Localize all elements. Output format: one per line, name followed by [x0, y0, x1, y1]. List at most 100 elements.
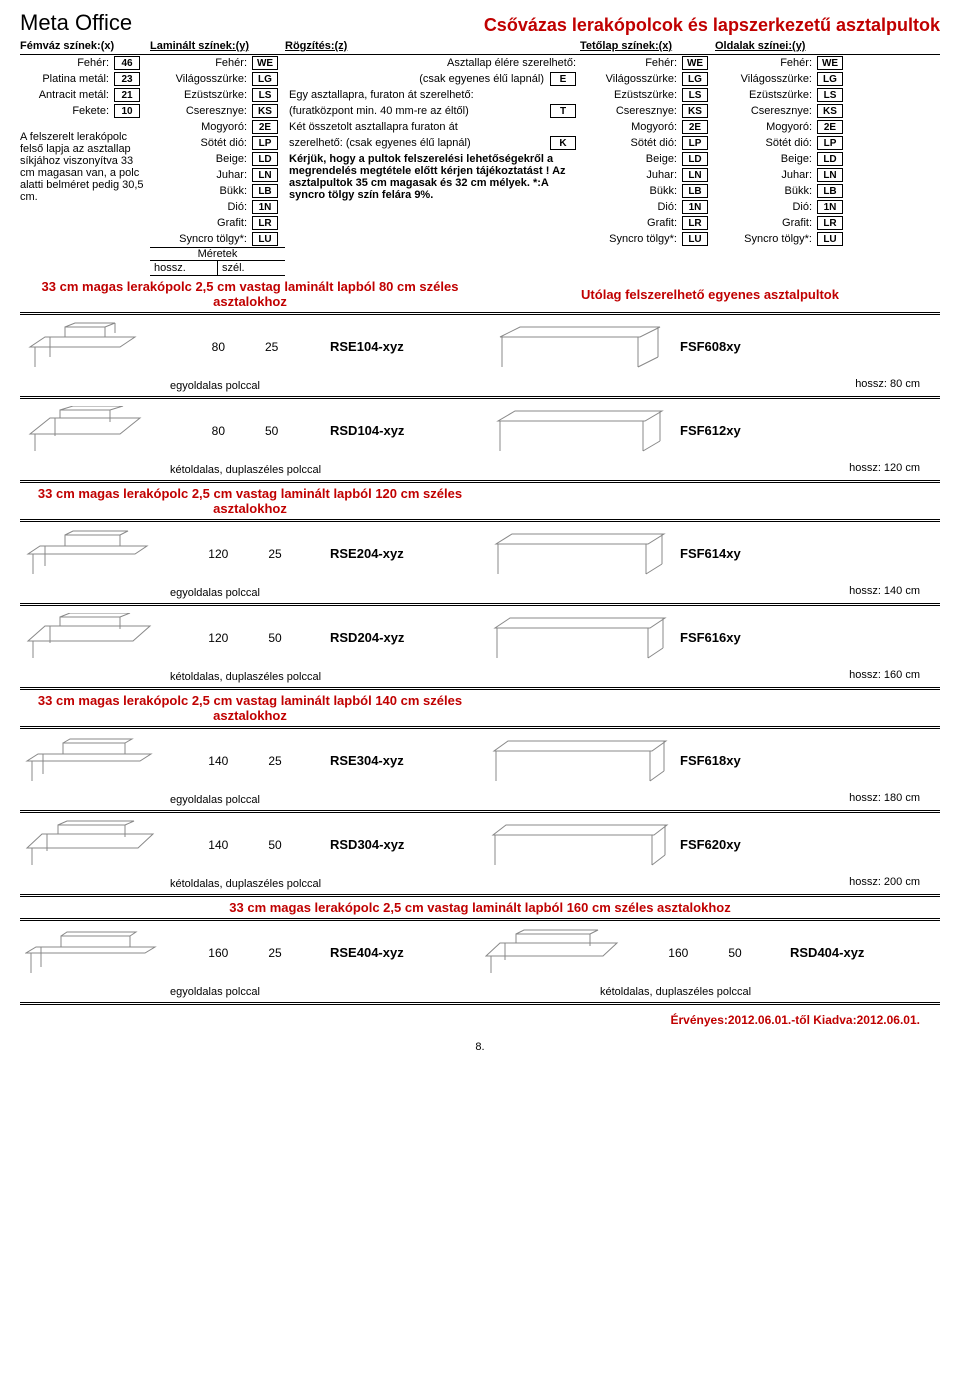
c5-l8: Bükk:: [715, 185, 815, 197]
desk-icon: [480, 319, 680, 374]
p2-d: 50: [265, 424, 278, 438]
p7a-code: RSE404-xyz: [320, 945, 480, 960]
c4-l3: Cseresznye:: [580, 105, 680, 117]
c5-c8: LB: [817, 184, 843, 198]
c4-c11: LU: [682, 232, 708, 246]
p1-rdesc: hossz: 80 cm: [480, 378, 940, 390]
p4-d: 50: [268, 631, 281, 645]
p4-rcode: FSF616xy: [680, 630, 741, 645]
c4-l11: Syncro tölgy*:: [580, 233, 680, 245]
p5-desc: egyoldalas polccal: [20, 792, 480, 810]
c5-l6: Beige:: [715, 153, 815, 165]
meret-label: Méretek: [150, 247, 285, 260]
hdr-col1: Fémváz színek:(x): [20, 38, 150, 54]
p5-w: 140: [208, 754, 228, 768]
c1-l2: Antracit metál:: [20, 89, 112, 101]
c1-c3: 10: [114, 104, 140, 118]
c3-l5: Két összetolt asztallapra furaton át: [289, 121, 458, 133]
p7a-w: 160: [208, 946, 228, 960]
c4-l9: Dió:: [580, 201, 680, 213]
c5-l11: Syncro tölgy*:: [715, 233, 815, 245]
p6-code: RSD304-xyz: [320, 837, 480, 852]
p6-d: 50: [268, 838, 281, 852]
c2-c1: LG: [252, 72, 278, 86]
c4-l2: Ezüstszürke:: [580, 89, 680, 101]
desk-icon: [480, 817, 680, 872]
c5-c5: LP: [817, 136, 843, 150]
c5-l0: Fehér:: [715, 57, 815, 69]
c4-c8: LB: [682, 184, 708, 198]
c5-c2: LS: [817, 88, 843, 102]
p3-w: 120: [208, 547, 228, 561]
c1-l0: Fehér:: [20, 57, 112, 69]
p4-rdesc: hossz: 160 cm: [480, 669, 940, 681]
shelf-icon: [20, 817, 170, 872]
p7b-w: 160: [668, 946, 688, 960]
p3-code: RSE204-xyz: [320, 546, 480, 561]
shelf-icon: [20, 403, 170, 458]
p5-d: 25: [268, 754, 281, 768]
hdr-col3: Rögzítés:(z): [285, 38, 580, 54]
p1-d: 25: [265, 340, 278, 354]
c4-c1: LG: [682, 72, 708, 86]
c3-l2: (csak egyenes élű lapnál): [289, 73, 548, 85]
meret-w: szél.: [217, 261, 285, 275]
c4-l0: Fehér:: [580, 57, 680, 69]
shelf-icon: [20, 925, 170, 980]
p5-rdesc: hossz: 180 cm: [480, 792, 940, 804]
c1-c1: 23: [114, 72, 140, 86]
p5-code: RSE304-xyz: [320, 753, 480, 768]
c3-l1: Asztallap élére szerelhető:: [447, 57, 576, 69]
hdr-col5: Oldalak színei:(y): [715, 38, 850, 54]
c4-l4: Mogyoró:: [580, 121, 680, 133]
c4-c3: KS: [682, 104, 708, 118]
c5-c4: 2E: [817, 120, 843, 134]
c2-l4: Mogyoró:: [150, 121, 250, 133]
c5-l10: Grafit:: [715, 217, 815, 229]
c2-c3: KS: [252, 104, 278, 118]
c2-l5: Sötét dió:: [150, 137, 250, 149]
c2-c9: 1N: [252, 200, 278, 214]
c2-l1: Világosszürke:: [150, 73, 250, 85]
p6-desc: kétoldalas, duplaszéles polccal: [20, 876, 480, 894]
p2-code: RSD104-xyz: [320, 423, 480, 438]
desk-icon: [480, 526, 680, 581]
section-3-title: 33 cm magas lerakópolc 2,5 cm vastag lam…: [20, 690, 480, 726]
hdr-col2: Laminált színek:(y): [150, 38, 285, 54]
c5-c1: LG: [817, 72, 843, 86]
p7a-desc: egyoldalas polccal: [20, 984, 480, 1002]
p1-code: RSE104-xyz: [320, 339, 480, 354]
desk-icon: [480, 610, 680, 665]
c5-c7: LN: [817, 168, 843, 182]
page-subtitle: Csővázas lerakópolcok és lapszerkezetű a…: [220, 15, 940, 36]
section-2-title: 33 cm magas lerakópolc 2,5 cm vastag lam…: [20, 483, 480, 519]
hdr-col4: Tetőlap színek:(x): [580, 38, 715, 54]
shelf-icon: [20, 526, 170, 581]
c4-l5: Sötét dió:: [580, 137, 680, 149]
c5-l7: Juhar:: [715, 169, 815, 181]
page-title: Meta Office: [20, 10, 220, 36]
p3-rdesc: hossz: 140 cm: [480, 585, 940, 597]
section-1-title: 33 cm magas lerakópolc 2,5 cm vastag lam…: [20, 276, 480, 312]
c4-c6: LD: [682, 152, 708, 166]
c3-l6: szerelhető: (csak egyenes élű lapnál): [289, 137, 548, 149]
c5-l5: Sötét dió:: [715, 137, 815, 149]
c2-c8: LB: [252, 184, 278, 198]
c3-bold: Kérjük, hogy a pultok felszerelési lehet…: [289, 151, 576, 201]
c1-l1: Platina metál:: [20, 73, 112, 85]
p3-rcode: FSF614xy: [680, 546, 741, 561]
p2-w: 80: [212, 424, 225, 438]
c2-c2: LS: [252, 88, 278, 102]
c2-c4: 2E: [252, 120, 278, 134]
c5-l9: Dió:: [715, 201, 815, 213]
c2-l2: Ezüstszürke:: [150, 89, 250, 101]
c3-c2: E: [550, 72, 576, 86]
c5-l1: Világosszürke:: [715, 73, 815, 85]
p4-w: 120: [208, 631, 228, 645]
c2-l6: Beige:: [150, 153, 250, 165]
c2-l10: Grafit:: [150, 217, 250, 229]
c5-l3: Cseresznye:: [715, 105, 815, 117]
shelf-icon: [20, 319, 170, 374]
p7a-d: 25: [268, 946, 281, 960]
c4-c0: WE: [682, 56, 708, 70]
